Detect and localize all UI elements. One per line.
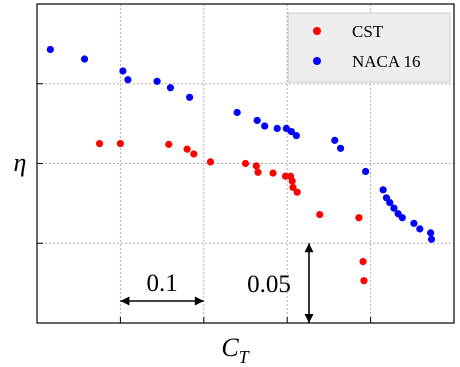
point-naca16-0 [46, 45, 54, 54]
point-naca16-23 [410, 219, 418, 227]
x-axis-title-main: C [221, 333, 239, 362]
point-cst-12 [288, 177, 296, 185]
point-naca16-20 [390, 204, 398, 212]
point-cst-2 [165, 140, 173, 148]
legend-label-cst: CST [352, 22, 384, 41]
point-naca16-7 [233, 108, 241, 117]
point-naca16-9 [261, 122, 269, 130]
point-cst-6 [241, 159, 250, 168]
point-cst-9 [269, 169, 277, 177]
x-axis-title-subscript: T [239, 347, 251, 367]
x-axis-title: CT [221, 333, 250, 367]
point-naca16-12 [287, 128, 295, 136]
axis-ticks [37, 83, 372, 323]
point-naca16-22 [398, 214, 406, 222]
vertical-scale-bar: 0.05 [247, 243, 314, 323]
legend-box [287, 12, 451, 83]
point-cst-0 [95, 139, 104, 148]
point-naca16-5 [166, 84, 175, 92]
point-naca16-13 [292, 131, 300, 140]
legend-marker-naca16 [313, 57, 321, 65]
point-naca16-25 [427, 229, 435, 237]
legend: CST NACA 16 [287, 12, 451, 83]
point-naca16-19 [386, 198, 394, 207]
point-cst-1 [116, 139, 124, 148]
point-naca16-6 [186, 93, 194, 101]
point-cst-17 [359, 257, 367, 266]
point-naca16-3 [124, 76, 132, 84]
point-naca16-8 [253, 116, 261, 125]
series-naca16 [46, 45, 436, 243]
series-cst [95, 139, 368, 285]
point-naca16-26 [427, 235, 436, 243]
point-naca16-4 [153, 77, 161, 85]
vertical-scale-label: 0.05 [247, 271, 291, 298]
point-cst-5 [206, 158, 215, 166]
legend-marker-cst [313, 27, 321, 35]
point-cst-13 [289, 183, 297, 192]
point-naca16-2 [119, 67, 127, 75]
point-cst-14 [293, 188, 301, 196]
horizontal-scale-label: 0.1 [146, 270, 177, 297]
point-naca16-15 [336, 144, 345, 152]
legend-label-naca16: NACA 16 [352, 52, 420, 71]
vertical-scale-arrow-head-end [304, 314, 314, 323]
horizontal-scale-arrow-head-start [120, 296, 130, 306]
horizontal-scale-bar: 0.1 [120, 270, 204, 306]
point-cst-8 [254, 168, 262, 176]
data-points [46, 45, 436, 285]
point-naca16-14 [331, 136, 339, 144]
point-cst-16 [355, 214, 363, 222]
point-naca16-16 [361, 167, 370, 176]
y-axis-title: η [14, 148, 27, 177]
point-naca16-17 [379, 186, 387, 194]
point-cst-7 [252, 162, 260, 170]
point-cst-10 [281, 172, 290, 180]
vertical-scale-arrow-head-start [304, 243, 314, 253]
point-cst-15 [316, 210, 324, 219]
point-cst-18 [360, 277, 368, 285]
point-naca16-1 [80, 55, 89, 63]
point-naca16-24 [416, 225, 424, 233]
point-cst-3 [183, 145, 191, 153]
point-naca16-10 [273, 124, 281, 133]
horizontal-scale-arrow-head-end [194, 296, 204, 306]
point-cst-4 [190, 150, 198, 158]
